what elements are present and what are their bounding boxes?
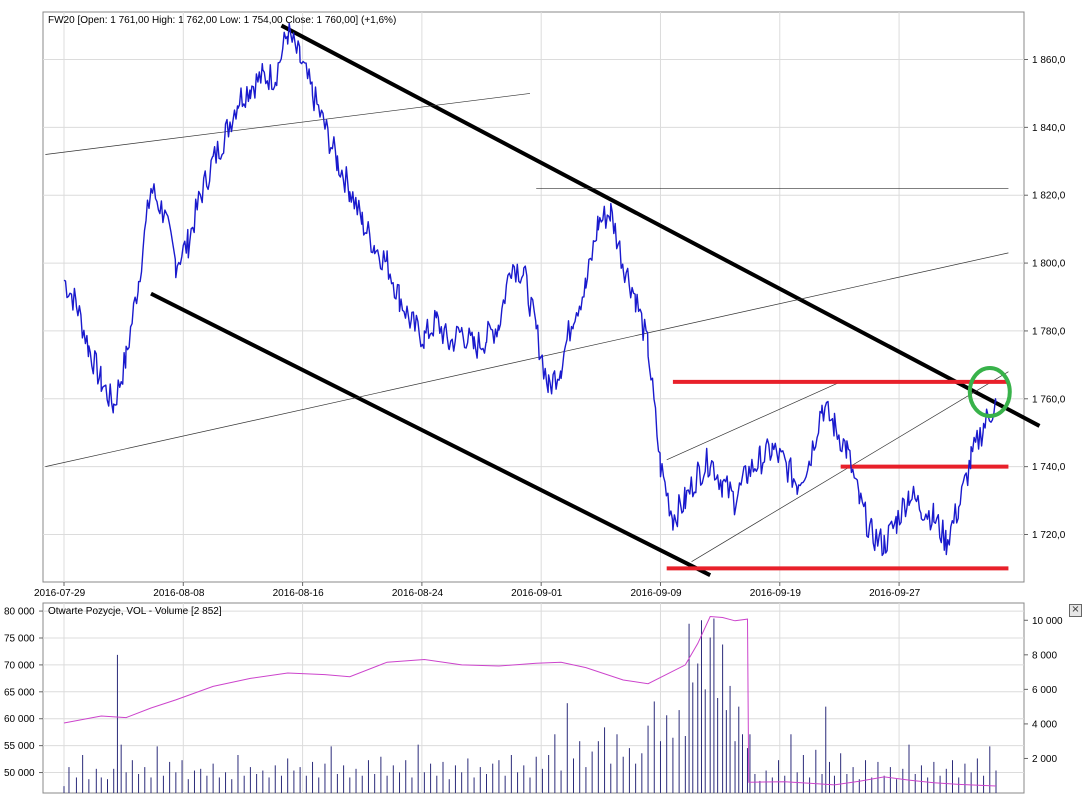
volume-tick-label: 8 000 (1032, 650, 1057, 661)
price-ytick-label: 1 840,0 (1032, 123, 1066, 134)
price-panel (42, 11, 1025, 583)
price-axis: 1 720,0 1 740,0 1 760,0 1 780,0 1 800,0 1 820… (34, 55, 1066, 599)
price-xtick-label: 2016-09-19 (750, 588, 802, 599)
volume-panel (42, 602, 1025, 794)
price-xtick-label: 2016-09-01 (511, 588, 563, 599)
price-ytick-label: 1 820,0 (1032, 191, 1066, 202)
price-xtick-label: 2016-09-09 (630, 588, 682, 599)
price-ytick-label: 1 720,0 (1032, 530, 1066, 541)
volume-tick-label: 4 000 (1032, 719, 1057, 730)
price-xtick-label: 2016-07-29 (34, 588, 86, 599)
annotation-mid-parallel (45, 252, 1009, 467)
oi-tick-label: 50 000 (4, 768, 35, 779)
price-header: FW20 [Open: 1 761,00 High: 1 762,00 Low:… (48, 15, 396, 26)
oi-tick-label: 75 000 (4, 633, 35, 644)
price-ytick-label: 1 760,0 (1032, 394, 1066, 405)
volume-bars (63, 618, 997, 793)
open-interest-path (63, 615, 997, 787)
annotation-small-channel-upper (666, 381, 841, 461)
price-xtick-label: 2016-08-16 (273, 588, 325, 599)
price-ytick-label: 1 780,0 (1032, 326, 1066, 337)
price-xtick-label: 2016-08-24 (392, 588, 444, 599)
oi-tick-label: 80 000 (4, 607, 35, 618)
price-ytick-label: 1 740,0 (1032, 462, 1066, 473)
volume-tick-label: 10 000 (1032, 616, 1063, 627)
oi-tick-label: 70 000 (4, 660, 35, 671)
open-interest-line (63, 615, 997, 787)
annotation-upper-parallel (45, 93, 531, 155)
price-line (63, 22, 997, 557)
close-panel-button[interactable]: × (1069, 604, 1082, 617)
volume-grid (43, 603, 1024, 793)
price-xtick-label: 2016-09-27 (869, 588, 921, 599)
oi-tick-label: 55 000 (4, 741, 35, 752)
volume-tick-label: 6 000 (1032, 685, 1057, 696)
annotation-lower-trend (150, 291, 712, 578)
price-ytick-label: 1 800,0 (1032, 259, 1066, 270)
price-xtick-label: 2016-08-08 (153, 588, 205, 599)
volume-header: Otwarte Pozycje, VOL - Volume [2 852] (48, 606, 222, 617)
annotation-upper-trend (280, 23, 1041, 428)
price-series (63, 22, 1012, 557)
volume-axis: 50 000 55 000 60 000 65 000 70 000 75 000 80 0… (4, 607, 1063, 779)
price-annotations (45, 23, 1041, 578)
target-ellipse (967, 366, 1012, 418)
volume-tick-label: 2 000 (1032, 754, 1057, 765)
price-ytick-label: 1 860,0 (1032, 55, 1066, 66)
oi-tick-label: 60 000 (4, 714, 35, 725)
oi-tick-label: 65 000 (4, 687, 35, 698)
